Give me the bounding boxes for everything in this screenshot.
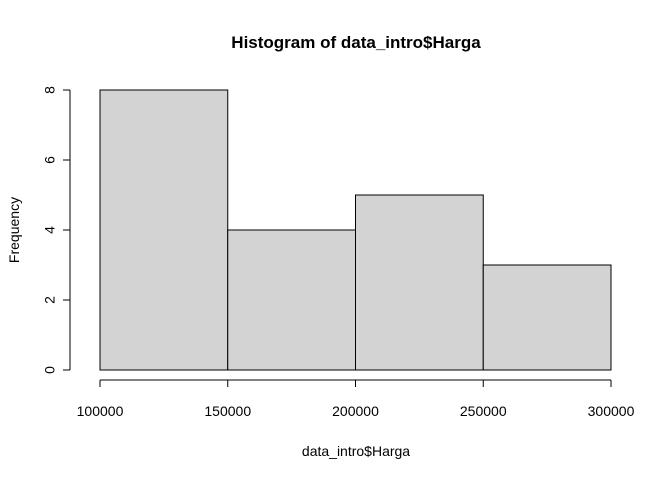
y-tick-label: 0 <box>42 366 58 374</box>
histogram-bar-1 <box>99 89 229 371</box>
y-tick-label: 8 <box>42 86 58 94</box>
x-tick-label: 100000 <box>77 403 124 419</box>
y-tick-label: 6 <box>42 156 58 164</box>
y-axis-label: Frequency <box>6 197 22 263</box>
histogram-bar-4 <box>482 264 612 371</box>
x-axis-label: data_intro$Harga <box>302 443 410 459</box>
x-tick-label: 200000 <box>332 403 379 419</box>
x-tick-label: 250000 <box>460 403 507 419</box>
y-axis: 0 2 4 6 8 <box>42 86 71 374</box>
x-axis: 100000 150000 200000 250000 300000 <box>77 379 635 419</box>
x-tick-label: 300000 <box>588 403 635 419</box>
chart-title: Histogram of data_intro$Harga <box>231 33 481 52</box>
y-tick-label: 2 <box>42 296 58 304</box>
y-tick-label: 4 <box>42 226 58 234</box>
histogram-bars <box>99 89 612 371</box>
histogram-bar-2 <box>227 229 356 371</box>
histogram-bar-3 <box>355 194 484 371</box>
x-tick-label: 150000 <box>204 403 251 419</box>
